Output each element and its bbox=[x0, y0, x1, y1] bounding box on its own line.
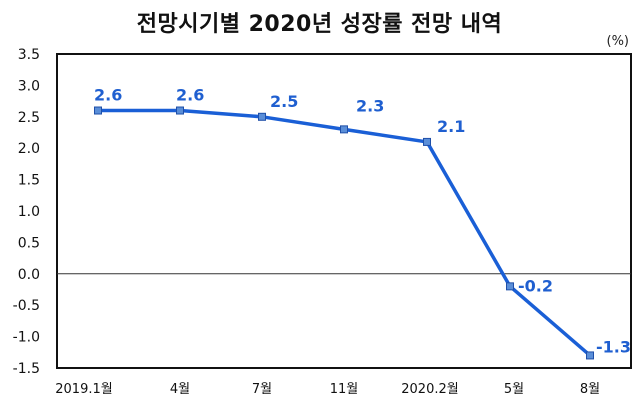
y-tick-label: -1.0 bbox=[13, 330, 40, 346]
y-tick-label: -1.5 bbox=[13, 361, 40, 377]
series-line bbox=[98, 108, 592, 357]
y-tick-label: -0.5 bbox=[13, 298, 40, 314]
data-marker bbox=[586, 351, 594, 360]
unit-label: (%) bbox=[606, 34, 630, 49]
y-tick-label: 3.5 bbox=[18, 47, 40, 63]
data-label: 2.1 bbox=[437, 117, 465, 136]
data-label: -1.3 bbox=[596, 337, 631, 356]
y-axis-ticks: 3.5 3.0 2.5 2.0 1.5 1.0 0.5 0.0 -0.5 -1.0 -1.5 bbox=[13, 47, 40, 377]
data-markers bbox=[94, 106, 594, 360]
data-label: 2.3 bbox=[356, 96, 384, 115]
y-tick-label: 0.5 bbox=[18, 235, 40, 251]
data-label: 2.6 bbox=[94, 86, 122, 105]
y-tick-label: 1.0 bbox=[18, 204, 40, 220]
data-marker bbox=[423, 137, 431, 146]
plot-frame bbox=[56, 53, 632, 369]
data-label: 2.6 bbox=[176, 86, 204, 105]
x-axis-ticks: 2019.1월 4월 7월 11월 2020.2월 5월 8월 bbox=[55, 382, 600, 397]
x-tick-label: 2019.1월 bbox=[55, 382, 112, 397]
chart-title: 전망시기별 2020년 성장률 전망 내역 bbox=[136, 12, 503, 37]
data-marker bbox=[258, 112, 266, 121]
data-marker bbox=[506, 282, 514, 291]
x-tick-label: 11월 bbox=[330, 382, 359, 397]
data-marker bbox=[340, 125, 348, 134]
data-marker bbox=[94, 106, 102, 115]
y-tick-label: 2.0 bbox=[18, 141, 40, 157]
x-tick-label: 2020.2월 bbox=[401, 382, 458, 397]
data-labels: 2.6 2.6 2.5 2.3 2.1 -0.2 -1.3 bbox=[94, 86, 631, 357]
x-tick-label: 4월 bbox=[170, 382, 190, 397]
x-tick-label: 8월 bbox=[580, 382, 600, 397]
y-tick-label: 0.0 bbox=[18, 267, 40, 283]
data-label: 2.5 bbox=[270, 92, 298, 111]
data-label: -0.2 bbox=[518, 276, 553, 295]
x-tick-label: 7월 bbox=[252, 382, 272, 397]
y-tick-label: 1.5 bbox=[18, 173, 40, 189]
y-tick-label: 2.5 bbox=[18, 110, 40, 126]
y-tick-label: 3.0 bbox=[18, 78, 40, 94]
x-tick-label: 5월 bbox=[504, 382, 524, 397]
data-marker bbox=[176, 106, 184, 115]
